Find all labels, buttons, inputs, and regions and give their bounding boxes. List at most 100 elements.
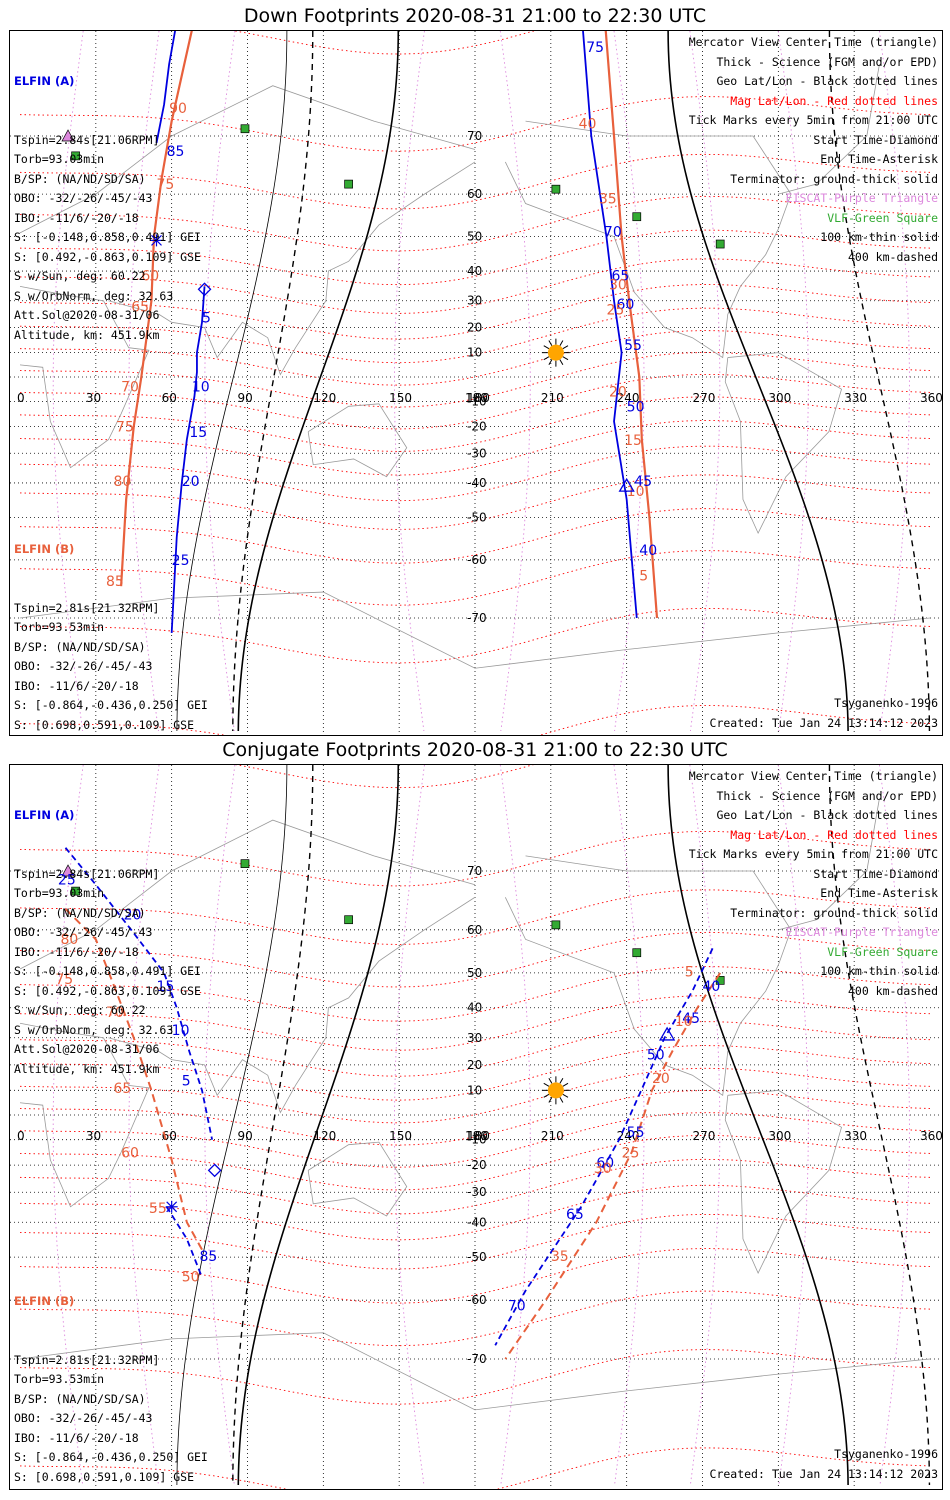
track-tick-label: 80 — [60, 932, 78, 948]
elfin-a-info-line: B/SP: (NA/ND/SD/SA) — [14, 171, 146, 186]
legend-entry: Geo Lat/Lon - Black dotted lines — [716, 74, 938, 88]
terminator-100km — [176, 765, 288, 1486]
continent-outline — [778, 64, 880, 195]
longitude-label: 330 — [844, 1129, 867, 1143]
continent-outline — [19, 1022, 150, 1208]
vlf-station-square — [344, 179, 353, 189]
created-label: Created: Tue Jan 24 13:14:12 2023 — [709, 715, 938, 730]
track-tick-label: 50 — [647, 1048, 665, 1064]
longitude-label: 90 — [238, 391, 253, 405]
sun-ray — [543, 1082, 550, 1087]
track-tick-label: 90 — [169, 101, 187, 117]
sun-ray — [562, 1082, 569, 1087]
longitude-label: 0 — [17, 391, 25, 405]
vlf-station-square — [71, 151, 80, 161]
terminator-west — [237, 31, 400, 732]
track-tick-label: 25 — [58, 873, 76, 889]
elfin-a-track-south — [170, 286, 206, 633]
elfin-a-info-line: Att.Sol@2020-08-31/06 — [14, 1042, 160, 1056]
sun-ray — [543, 1093, 550, 1098]
continent-outline — [778, 798, 880, 931]
elfin-a-info-line: Att.Sol@2020-08-31/06 — [14, 308, 160, 322]
legend-entry: End Time-Asterisk — [820, 886, 938, 900]
track-tick-label: 10 — [627, 484, 645, 500]
terminator-400km-east — [828, 765, 931, 1486]
sun-icon — [547, 344, 564, 361]
terminator-east — [667, 31, 849, 732]
elfin-a-info-line: S: [-0.148,0.858,0.491] GEI — [14, 964, 201, 978]
elfin-a-info-line: B/SP: (NA/ND/SD/SA) — [14, 905, 146, 920]
eiscat-triangle-icon — [61, 129, 75, 142]
track-tick-label: 30 — [594, 1161, 612, 1177]
mag-meridian-line — [878, 31, 910, 732]
track-tick-label: 25 — [606, 302, 624, 318]
continent-outline — [504, 120, 792, 359]
track-tick-label: 55 — [627, 1125, 645, 1141]
longitude-label: 30 — [86, 1129, 101, 1143]
sun-ray — [559, 1077, 564, 1084]
legend-entry: VLF-Green Square — [827, 944, 938, 959]
longitude-label: 90 — [238, 1129, 253, 1143]
latitude-label: 60 — [467, 923, 482, 937]
longitude-label: 60 — [162, 1129, 177, 1143]
continent-outline — [108, 161, 476, 376]
latitude-label: 30 — [467, 1031, 482, 1045]
vlf-station-square — [632, 948, 642, 958]
track-tick-label: 20 — [182, 474, 200, 490]
longitude-label: 300 — [768, 1129, 791, 1143]
longitude-label: 270 — [693, 391, 716, 405]
elfin-b-info-bottom: ELFIN (B) Tspin=2.81s[21.32RPM] Torb=93.5… — [14, 1253, 208, 1484]
legend-entry: Start Time-Diamond — [813, 132, 938, 147]
track-tick-label: 20 — [652, 1071, 670, 1087]
elfin-a-track-north — [155, 31, 176, 144]
elfin-a-info-line: Torb=93.03min — [14, 152, 105, 166]
longitude-label: 150 — [389, 1129, 412, 1143]
elfin-b-title: ELFIN (B) — [14, 1294, 75, 1308]
longitude-label: 180 — [465, 1129, 488, 1143]
terminator-400km — [232, 31, 314, 732]
longitude-label: 360 — [920, 391, 942, 405]
latitude-label: -10 — [467, 1133, 487, 1147]
legend-entry: Start Time-Diamond — [813, 866, 938, 881]
longitude-label: 180 — [467, 1129, 490, 1143]
track-tick-label: 20 — [124, 908, 142, 924]
elfin-b-title: ELFIN (B) — [14, 542, 75, 556]
latitude-label: -60 — [467, 1293, 487, 1307]
center-time-triangle — [658, 1026, 676, 1041]
legend-entry: 100 km-thin solid — [820, 964, 938, 978]
latitude-label: -30 — [467, 1185, 487, 1199]
longitude-label: 120 — [313, 1129, 336, 1143]
latitude-label: 60 — [467, 187, 482, 201]
longitude-label: 240 — [617, 391, 640, 405]
legend-entry: EISCAT-Purple Triangle — [785, 925, 938, 939]
elfin-a-info-line: S w/OrbNorm, deg: 32.63 — [14, 288, 174, 303]
elfin-a-info-line: IBO: -11/6/-20/-18 — [14, 210, 139, 225]
sun-ray — [543, 356, 550, 361]
elfin-a-info-line: S: [0.492,-0.863,0.109] GSE — [14, 249, 201, 264]
bottom-panel-title: Conjugate Footprints 2020-08-31 21:00 to… — [222, 739, 728, 761]
sun-ray — [548, 359, 553, 366]
latitude-label: -70 — [467, 611, 487, 625]
track-tick-label: 85 — [106, 574, 124, 590]
sun-ray — [548, 1077, 553, 1084]
elfin-a-track-east — [582, 31, 638, 619]
elfin-b-info-line: S: [0.698,0.591,0.109] GSE — [14, 717, 195, 732]
continent-outline — [724, 352, 843, 535]
track-tick-label: 5 — [639, 569, 648, 585]
latitude-label: 50 — [467, 966, 482, 980]
legend-entry: Mag Lat/Lon - Red dotted lines — [730, 827, 938, 842]
longitude-label: 0 — [17, 1129, 25, 1143]
latitude-label: -40 — [467, 476, 487, 490]
elfin-a-title: ELFIN (A) — [14, 74, 75, 88]
mag-meridian-line — [499, 31, 531, 732]
latitude-label: -20 — [467, 1158, 487, 1172]
sun-ray — [559, 1097, 564, 1103]
elfin-b-info-line: OBO: -32/-26/-45/-43 — [14, 1411, 153, 1425]
continent-outline — [19, 591, 931, 669]
track-tick-label: 15 — [157, 979, 175, 995]
elfin-b-info-line: Torb=93.53min — [14, 1372, 105, 1386]
elfin-b-info-line: B/SP: (NA/ND/SD/SA) — [14, 639, 146, 654]
latitude-label: 10 — [467, 1083, 482, 1097]
continent-outline — [724, 1089, 842, 1275]
track-tick-label: 25 — [622, 1145, 640, 1161]
